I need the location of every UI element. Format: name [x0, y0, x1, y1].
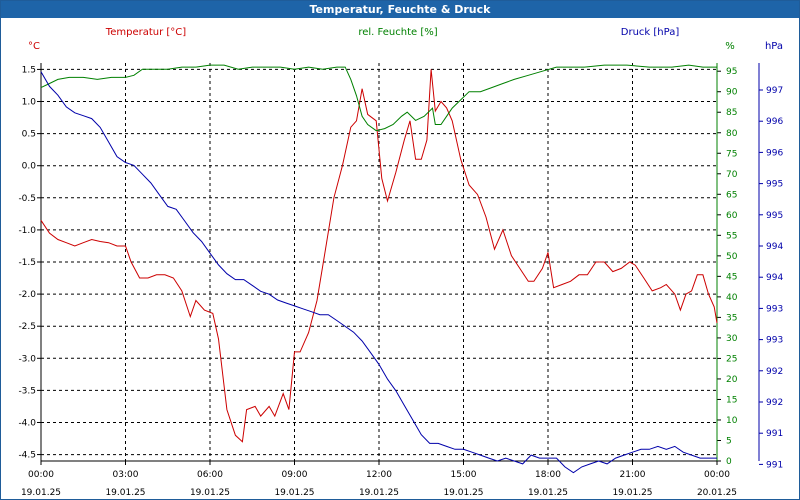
- temperature-tick-label: -1.5: [18, 258, 36, 268]
- pressure-tick-label: 992: [766, 367, 783, 377]
- humidity-tick-label: 90: [726, 88, 738, 98]
- tick-labels: 00:00 19.01.25 03:00 19.01.25 06:00 19.01.25 0…: [18, 65, 783, 498]
- humidity-tick-label: 35: [726, 313, 737, 323]
- x-tick-time-label: 18:00: [535, 470, 561, 480]
- x-tick-time-label: 06:00: [197, 470, 223, 480]
- humidity-tick-label: 75: [726, 149, 737, 159]
- temperature-tick-label: -3.0: [18, 354, 36, 364]
- x-tick-time-label: 15:00: [451, 470, 477, 480]
- legend-temperature: Temperatur [°C]: [105, 27, 186, 38]
- pressure-unit-label: hPa: [765, 41, 783, 52]
- legend-humidity: rel. Feuchte [%]: [358, 27, 437, 38]
- humidity-tick-label: 5: [726, 436, 732, 446]
- pressure-tick-label: 991: [766, 429, 783, 439]
- x-tick-date-label: 19.01.25: [274, 488, 314, 498]
- humidity-tick-label: 15: [726, 395, 737, 405]
- temperature-tick-label: -2.0: [18, 290, 36, 300]
- pressure-tick-label: 993: [766, 304, 783, 314]
- pressure-tick-label: 994: [766, 242, 783, 252]
- pressure-tick-label: 995: [766, 180, 783, 190]
- pressure-tick-label: 997: [766, 86, 783, 96]
- pressure-tick-label: 991: [766, 460, 783, 470]
- humidity-tick-label: 85: [726, 108, 737, 118]
- pressure-tick-label: 995: [766, 211, 783, 221]
- temperature-tick-label: -0.5: [18, 194, 36, 204]
- temperature-tick-label: -2.5: [18, 322, 36, 332]
- temperature-unit-label: °C: [28, 41, 40, 52]
- pressure-tick-label: 996: [766, 148, 783, 158]
- humidity-tick-label: 20: [726, 375, 738, 385]
- humidity-tick-label: 65: [726, 190, 737, 200]
- grid-lines: [41, 63, 717, 461]
- x-tick-date-label: 19.01.25: [359, 488, 399, 498]
- window-title: Temperatur, Feuchte & Druck: [1, 1, 799, 18]
- x-tick-time-label: 12:00: [366, 470, 392, 480]
- pressure-tick-label: 996: [766, 117, 783, 127]
- axes: [37, 63, 763, 465]
- x-tick-date-label: 19.01.25: [612, 488, 652, 498]
- humidity-tick-label: 0: [726, 457, 732, 467]
- data-series: [40, 64, 718, 474]
- temperature-tick-label: -4.0: [18, 418, 36, 428]
- x-tick-time-label: 21:00: [620, 470, 646, 480]
- pressure-tick-label: 992: [766, 398, 783, 408]
- x-tick-date-label: 19.01.25: [528, 488, 568, 498]
- pressure-tick-label: 994: [766, 273, 783, 283]
- x-tick-date-label: 19.01.25: [105, 488, 145, 498]
- humidity-tick-label: 55: [726, 231, 737, 241]
- x-tick-date-label: 20.01.25: [697, 488, 737, 498]
- humidity-tick-label: 70: [726, 170, 738, 180]
- x-tick-time-label: 00:00: [704, 470, 730, 480]
- temperature-series-line: [40, 69, 718, 443]
- humidity-tick-label: 95: [726, 67, 737, 77]
- x-tick-time-label: 09:00: [282, 470, 308, 480]
- temperature-tick-label: -1.0: [18, 226, 36, 236]
- x-tick-date-label: 19.01.25: [190, 488, 230, 498]
- humidity-tick-label: 60: [726, 211, 738, 221]
- humidity-tick-label: 30: [726, 334, 738, 344]
- temperature-tick-label: 0.5: [22, 130, 36, 140]
- temperature-tick-label: 1.5: [22, 65, 36, 75]
- x-tick-time-label: 00:00: [28, 470, 54, 480]
- x-tick-time-label: 03:00: [113, 470, 139, 480]
- temperature-tick-label: 1.0: [22, 98, 37, 108]
- humidity-tick-label: 40: [726, 293, 738, 303]
- legend-pressure: Druck [hPa]: [621, 27, 680, 38]
- humidity-series-line: [40, 64, 717, 132]
- humidity-tick-label: 80: [726, 129, 738, 139]
- x-tick-date-label: 19.01.25: [21, 488, 61, 498]
- humidity-tick-label: 25: [726, 354, 737, 364]
- humidity-tick-label: 45: [726, 272, 737, 282]
- pressure-tick-label: 993: [766, 336, 783, 346]
- humidity-unit-label: %: [725, 41, 735, 52]
- temperature-tick-label: -4.5: [18, 451, 36, 461]
- humidity-tick-label: 50: [726, 252, 738, 262]
- chart-area: Temperatur [°C] rel. Feuchte [%] Druck […: [18, 27, 783, 498]
- pressure-series-line: [40, 71, 717, 474]
- temperature-tick-label: 0.0: [22, 162, 37, 172]
- temperature-tick-label: -3.5: [18, 386, 36, 396]
- x-tick-date-label: 19.01.25: [443, 488, 483, 498]
- humidity-tick-label: 10: [726, 416, 738, 426]
